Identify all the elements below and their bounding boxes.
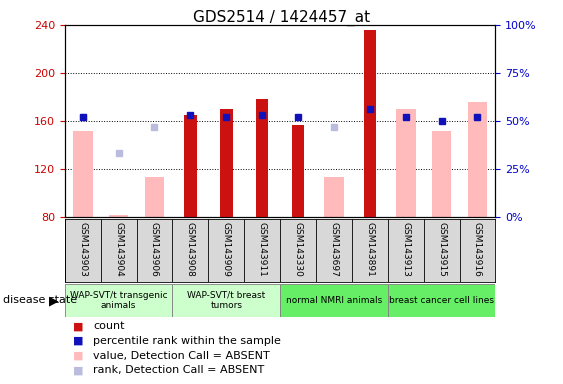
Text: WAP-SVT/t transgenic
animals: WAP-SVT/t transgenic animals (70, 291, 167, 310)
Text: GSM143915: GSM143915 (437, 222, 446, 277)
Text: GSM143909: GSM143909 (222, 222, 231, 277)
Bar (256, 99, 269, 217)
Bar (388, 284, 495, 317)
Bar (468, 102, 488, 217)
Bar (73, 131, 92, 217)
Text: GSM143330: GSM143330 (293, 222, 302, 277)
Text: ■: ■ (73, 321, 84, 331)
Bar (172, 284, 280, 317)
Text: GSM143913: GSM143913 (401, 222, 410, 277)
Text: GSM143906: GSM143906 (150, 222, 159, 277)
Text: GDS2514 / 1424457_at: GDS2514 / 1424457_at (193, 10, 370, 26)
Text: ■: ■ (73, 351, 84, 361)
Text: GSM143916: GSM143916 (473, 222, 482, 277)
Bar (396, 109, 415, 217)
Text: WAP-SVT/t breast
tumors: WAP-SVT/t breast tumors (187, 291, 265, 310)
Text: GSM143911: GSM143911 (258, 222, 267, 277)
Bar (145, 177, 164, 217)
Text: ■: ■ (73, 336, 84, 346)
Text: breast cancer cell lines: breast cancer cell lines (389, 296, 494, 305)
Bar (109, 215, 128, 217)
Text: GSM143904: GSM143904 (114, 222, 123, 277)
Text: GSM143891: GSM143891 (365, 222, 374, 277)
Text: count: count (93, 321, 124, 331)
Text: value, Detection Call = ABSENT: value, Detection Call = ABSENT (93, 351, 270, 361)
Text: GSM143908: GSM143908 (186, 222, 195, 277)
Text: GSM143697: GSM143697 (329, 222, 338, 277)
Bar (292, 124, 305, 217)
Text: disease state: disease state (3, 295, 77, 306)
Bar (184, 115, 196, 217)
Text: rank, Detection Call = ABSENT: rank, Detection Call = ABSENT (93, 365, 264, 375)
Text: percentile rank within the sample: percentile rank within the sample (93, 336, 281, 346)
Bar (432, 131, 452, 217)
Bar (364, 30, 376, 217)
Text: ■: ■ (73, 365, 84, 375)
Text: normal NMRI animals: normal NMRI animals (286, 296, 382, 305)
Bar (324, 177, 344, 217)
Text: GSM143903: GSM143903 (78, 222, 87, 277)
Bar (65, 284, 172, 317)
Bar (220, 109, 233, 217)
Text: ▶: ▶ (48, 294, 59, 307)
Bar (280, 284, 388, 317)
